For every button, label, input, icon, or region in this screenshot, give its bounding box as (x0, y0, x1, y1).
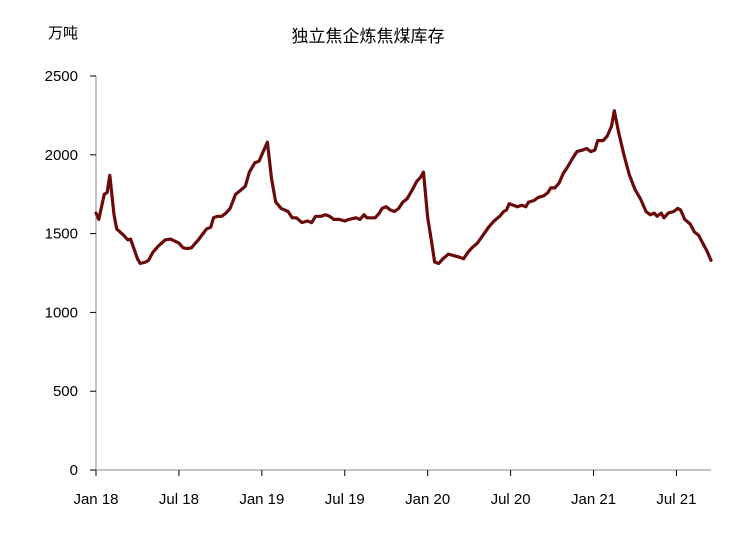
x-tick-label: Jan 20 (405, 491, 450, 508)
x-tick-label: Jan 18 (73, 491, 118, 508)
y-axis-unit-label: 万吨 (48, 24, 79, 42)
chart-title: 独立焦企炼焦煤库存 (291, 27, 445, 47)
y-tick-label: 1500 (45, 226, 78, 243)
x-tick-label: Jan 19 (239, 491, 284, 508)
y-tick-label: 1000 (45, 304, 78, 321)
x-tick-label: Jan 21 (571, 491, 616, 508)
x-tick-label: Jul 18 (159, 491, 199, 508)
x-tick-label: Jul 19 (325, 491, 365, 508)
series-line (94, 109, 713, 266)
y-tick-label: 0 (70, 462, 78, 479)
x-tick-label: Jul 20 (491, 491, 531, 508)
y-tick-label: 2000 (45, 147, 78, 164)
y-tick-label: 500 (53, 383, 78, 400)
x-tick-label: Jul 21 (656, 491, 696, 508)
y-tick-label: 2500 (45, 68, 78, 85)
